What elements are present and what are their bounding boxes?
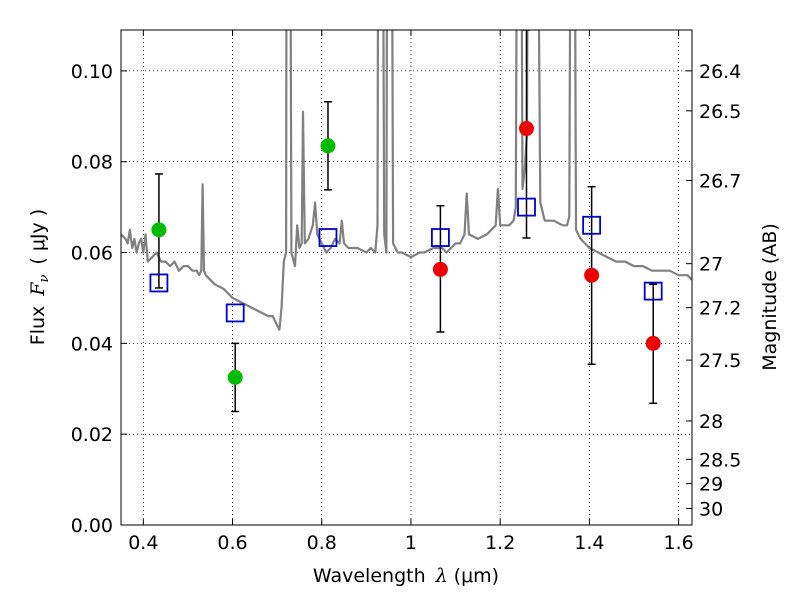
x-tick-label: 1.6 (664, 532, 694, 554)
x-tick-label: 1 (405, 532, 417, 554)
x-tick-label: 0.8 (307, 532, 337, 554)
y2-tick-label: 27 (699, 254, 723, 276)
model-spectrum-line (121, 30, 692, 331)
model-photometry-square (582, 215, 602, 235)
x-tick-label: 1.2 (485, 532, 515, 554)
y-tick-label: 0.06 (71, 243, 113, 265)
y2-tick-label: 28 (699, 411, 723, 433)
grid (121, 30, 692, 525)
marker-layer (149, 121, 663, 385)
y-tick-label: 0.00 (71, 515, 113, 537)
photometry-point (645, 335, 661, 351)
y2-tick-label: 26.7 (699, 171, 741, 193)
y2-tick-label: 27.5 (699, 350, 741, 372)
y-tick-label: 0.08 (71, 152, 113, 174)
model-photometry-square (318, 228, 338, 247)
x-tick-label: 0.4 (128, 532, 158, 554)
tick-labels: 0.4 0.6 0.8 1 1.2 1.4 1.6 0.00 0.02 0.04 0.06 0.08 0… (71, 61, 742, 554)
photometry-point (584, 267, 600, 283)
plot-frame (120, 29, 693, 526)
photometry-point (432, 261, 448, 277)
model-photometry-square (517, 197, 536, 217)
x-tick-label: 0.6 (217, 532, 247, 554)
y2-tick-label: 27.2 (699, 298, 741, 320)
y2-tick-label: 26.5 (699, 101, 741, 123)
y2-tick-label: 28.5 (699, 449, 741, 471)
y2-tick-label: 30 (699, 499, 723, 521)
model-photometry-square (149, 273, 169, 293)
y2-tick-label: 29 (699, 474, 723, 496)
model-photometry-square (431, 228, 450, 247)
x-axis-label: Wavelength λ (μm) (313, 565, 499, 587)
y2-tick-label: 26.4 (699, 61, 741, 83)
x-tick-label: 1.4 (574, 532, 604, 554)
model-photometry-square (225, 303, 245, 323)
spectrum-layer (121, 30, 692, 331)
y-tick-label: 0.02 (71, 424, 113, 446)
y-tick-label: 0.10 (71, 61, 113, 83)
photometry-point (151, 222, 167, 238)
photometry-point (227, 369, 243, 385)
y-tick-label: 0.04 (71, 333, 113, 355)
y2-axis-label: Magnitude (AB) (759, 223, 781, 371)
y-axis-label: FluxFν( μJy ) (27, 209, 52, 345)
model-photometry-square (643, 281, 663, 301)
axis-ticks (121, 30, 692, 526)
photometry-point (518, 121, 534, 137)
photometry-point (320, 138, 336, 154)
